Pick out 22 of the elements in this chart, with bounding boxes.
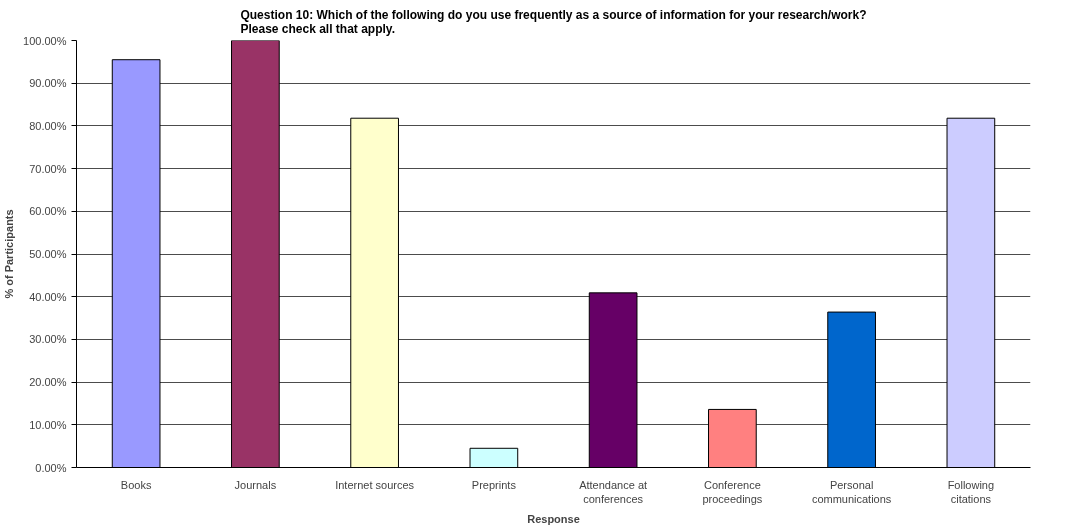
y-tick-label: 70.00%: [29, 162, 67, 175]
y-tick-label: 100.00%: [23, 34, 67, 47]
x-tick-label: Preprints: [471, 478, 517, 491]
x-tick-label: Journals: [234, 478, 277, 491]
x-tick-label: Personal communications: [811, 478, 892, 505]
y-axis-title: % of Participants: [3, 209, 16, 299]
x-tick-label: Internet sources: [335, 478, 415, 491]
x-tick-label: Books: [120, 478, 152, 491]
x-axis-title: Response: [527, 512, 580, 525]
chart-title: Question 10: Which of the following do you use frequently as a source of information for your research/work? Please check all that apply.: [240, 7, 867, 36]
x-tick-label: Following citations: [947, 478, 995, 505]
y-tick-label: 0.00%: [35, 461, 67, 474]
y-tick-label: 10.00%: [29, 418, 67, 431]
y-tick-label: 40.00%: [29, 290, 67, 303]
y-tick-label: 80.00%: [29, 119, 67, 132]
y-tick-label: 30.00%: [29, 333, 67, 346]
y-tick-label: 90.00%: [29, 77, 67, 90]
y-tick-label: 20.00%: [29, 376, 67, 389]
x-tick-label: Attendance at conferences: [579, 478, 648, 505]
x-tick-label: Conference proceedings: [702, 478, 763, 505]
y-tick-label: 50.00%: [29, 248, 67, 260]
y-tick-label: 60.00%: [29, 205, 67, 218]
